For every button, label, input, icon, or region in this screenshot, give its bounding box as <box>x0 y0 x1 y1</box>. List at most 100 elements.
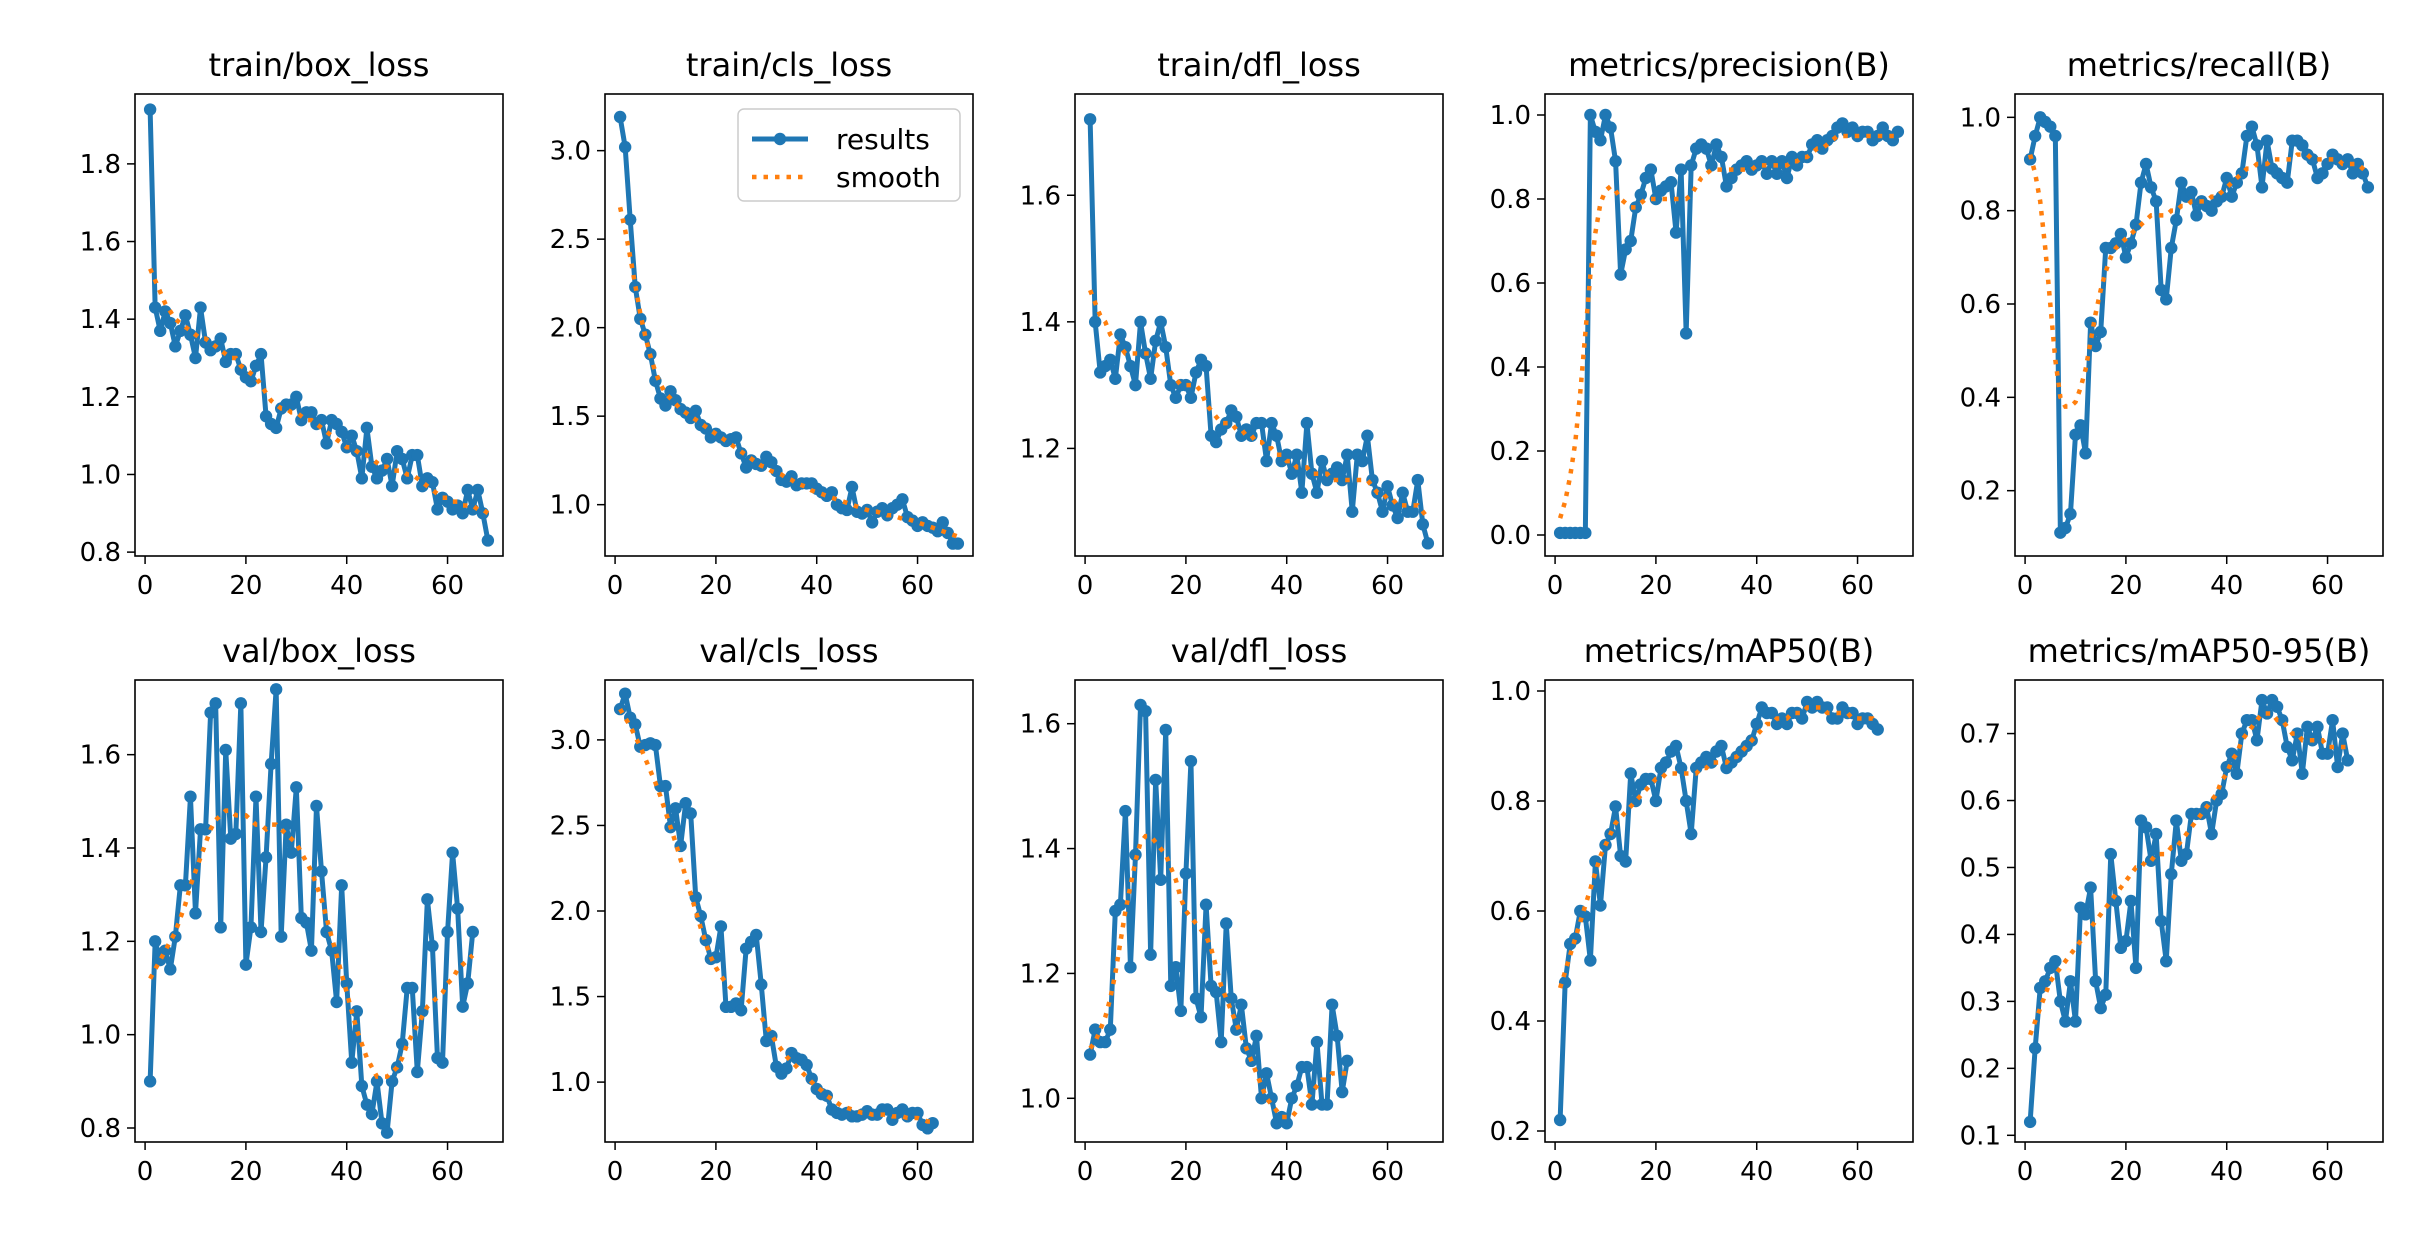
data-point <box>1679 794 1693 808</box>
data-point <box>2311 720 2324 734</box>
data-point <box>164 963 177 976</box>
plot-frame <box>134 679 504 1143</box>
data-point <box>2245 120 2259 133</box>
data-point <box>380 1126 394 1139</box>
chart-title: train/cls_loss <box>686 46 892 84</box>
data-point <box>461 977 474 990</box>
data-point <box>2240 129 2254 143</box>
y-tick-label: 0.6 <box>1960 787 2001 817</box>
data-point <box>1629 201 1642 214</box>
x-tick-label: 20 <box>1639 571 1672 601</box>
data-point <box>2220 760 2233 774</box>
series-results <box>1553 695 1884 1127</box>
data-point <box>234 697 248 710</box>
data-point <box>164 316 177 330</box>
series-line-smooth <box>1088 289 1430 520</box>
data-point <box>1225 992 1238 1005</box>
data-point <box>2205 827 2218 841</box>
data-point <box>1705 756 1718 769</box>
legend-marker-results <box>773 132 787 146</box>
data-point <box>1679 327 1693 340</box>
chart-title: metrics/recall(B) <box>2067 46 2332 84</box>
series-smooth <box>617 206 959 539</box>
chart-val-cls-loss: val/cls_loss 0 20 40 60 1.0 1.5 2.0 2.5 3.0 <box>550 632 974 1187</box>
data-point <box>911 1106 924 1120</box>
y-tick-label: 0.7 <box>1960 720 2001 750</box>
plot-frame <box>1074 93 1444 557</box>
data-point <box>1179 378 1193 392</box>
data-point <box>865 516 879 529</box>
data-point <box>2109 237 2123 250</box>
y-tick-label: 0.8 <box>80 1114 121 1144</box>
data-point <box>1154 873 1167 886</box>
data-point <box>244 375 258 388</box>
data-point <box>456 1000 469 1013</box>
y-tick-label: 1.0 <box>1020 1084 1061 1114</box>
data-point <box>1144 948 1157 961</box>
data-point <box>2099 988 2112 1001</box>
data-point <box>1285 467 1298 480</box>
data-point <box>2245 713 2259 727</box>
data-point <box>285 846 298 859</box>
data-point <box>365 1107 379 1121</box>
data-point <box>1119 804 1132 818</box>
data-point <box>1614 268 1627 281</box>
x-tick-label: 40 <box>2210 1157 2243 1187</box>
data-point <box>471 483 484 497</box>
data-point <box>2190 209 2203 222</box>
data-point <box>380 452 394 466</box>
y-tick-label: 3.0 <box>550 137 591 167</box>
data-point <box>669 802 682 815</box>
data-point <box>1411 473 1424 487</box>
y-tick-label: 0.1 <box>1960 1121 2001 1151</box>
data-point <box>2356 167 2370 180</box>
data-point <box>214 332 227 345</box>
data-point <box>2230 767 2244 780</box>
x-tick-label: 40 <box>1740 571 1773 601</box>
data-point <box>1594 134 1607 147</box>
data-point <box>2064 975 2077 988</box>
y-tick-label: 1.4 <box>1020 835 1061 865</box>
data-point <box>1149 334 1162 348</box>
data-point <box>1174 1004 1188 1018</box>
data-point <box>2124 894 2138 908</box>
data-point <box>219 743 232 757</box>
data-point <box>1220 917 1233 930</box>
data-point <box>780 1062 793 1075</box>
chart-val-dfl-loss: val/dfl_loss 0 20 40 60 1.0 1.2 1.4 1.6 <box>1020 632 1444 1187</box>
data-point <box>305 406 318 419</box>
data-point <box>1669 226 1683 239</box>
data-point <box>1235 998 1248 1011</box>
x-tick-label: 40 <box>1740 1157 1773 1187</box>
data-point <box>1619 855 1632 868</box>
data-point <box>2129 218 2143 231</box>
data-point <box>1280 448 1293 461</box>
series-smooth <box>1088 289 1430 520</box>
data-point <box>2160 293 2173 306</box>
series-results <box>1083 113 1435 550</box>
y-tick-label: 0.4 <box>1960 383 2001 413</box>
data-point <box>2028 1042 2042 1055</box>
data-point <box>755 978 768 991</box>
data-point <box>1260 1067 1273 1080</box>
y-tick-label: 0.8 <box>80 538 121 568</box>
data-point <box>1649 794 1663 808</box>
data-point <box>1199 359 1213 373</box>
x-tick-label: 40 <box>800 571 833 601</box>
series-smooth <box>1557 133 1898 519</box>
series-results <box>2023 693 2354 1129</box>
data-point <box>2104 847 2117 861</box>
data-point <box>401 472 414 485</box>
data-point <box>1684 827 1698 841</box>
data-point <box>1396 486 1409 499</box>
series-line-results <box>1087 702 1350 1126</box>
data-point <box>310 799 323 813</box>
y-tick-label: 2.0 <box>550 314 591 344</box>
x-tick-label: 0 <box>1077 1157 1094 1187</box>
series-results <box>2023 111 2375 539</box>
data-point <box>2079 447 2092 460</box>
data-point <box>360 1098 374 1111</box>
y-tick-label: 1.6 <box>1020 710 1061 740</box>
data-point <box>2165 867 2178 881</box>
